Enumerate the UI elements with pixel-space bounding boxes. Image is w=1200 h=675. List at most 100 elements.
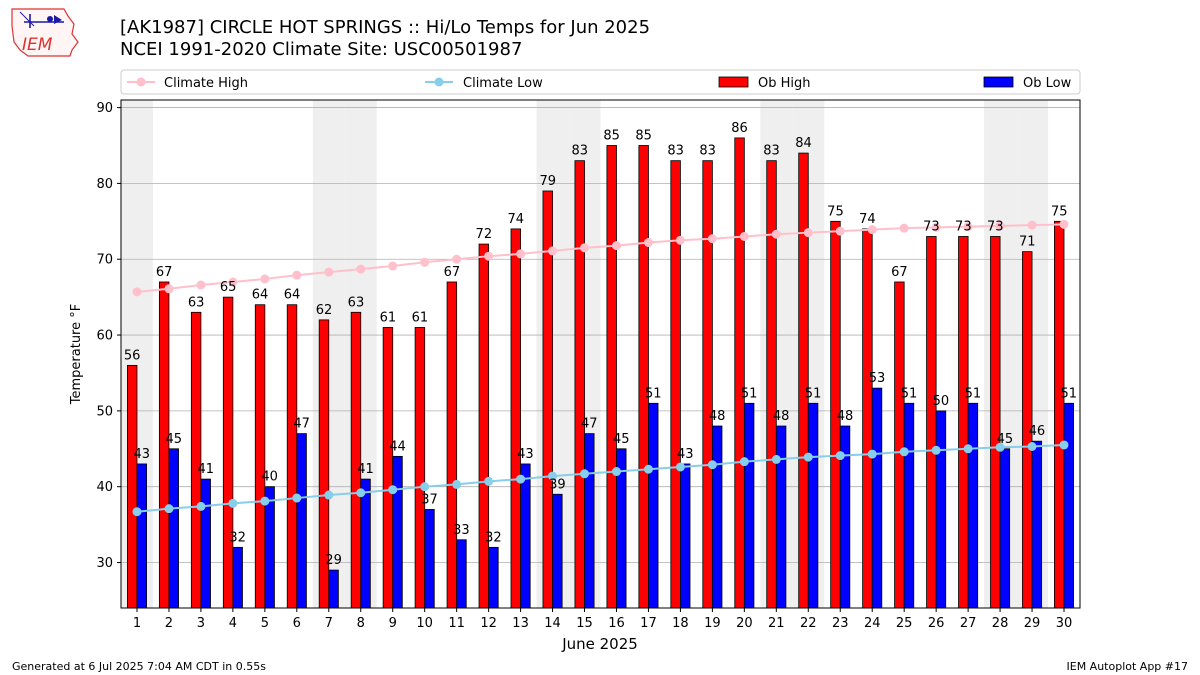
ob-low-value-29: 46: [1029, 424, 1046, 439]
ob-high-value-15: 83: [571, 144, 588, 159]
ob-low-value-14: 39: [549, 477, 566, 492]
climate-low-point-23: [835, 451, 845, 461]
climate-high-point-6: [292, 270, 302, 280]
climate-high-point-15: [580, 243, 590, 253]
ob-high-value-28: 73: [987, 219, 1004, 234]
climate-high-point-18: [675, 235, 685, 245]
legend-ob-high-swatch: [718, 76, 749, 88]
ob-low-value-1: 43: [134, 447, 151, 462]
ob-high-value-9: 61: [380, 310, 397, 325]
y-axis-label: Temperature °F: [69, 304, 84, 405]
ob-low-bar-14: [552, 493, 563, 609]
climate-low-point-13: [516, 474, 526, 484]
ob-high-value-7: 62: [316, 303, 333, 318]
ob-high-bar-19: [702, 160, 713, 609]
ob-low-value-2: 45: [165, 432, 182, 447]
ob-low-value-22: 51: [805, 386, 822, 401]
ob-low-value-23: 48: [837, 409, 854, 424]
climate-low-point-5: [260, 496, 270, 506]
ob-high-bar-13: [510, 228, 521, 609]
climate-low-point-7: [324, 490, 334, 500]
climate-high-point-29: [1027, 220, 1037, 230]
y-tick-label-50: 50: [96, 404, 113, 419]
ob-high-bar-30: [1054, 220, 1065, 609]
y-tick-label-40: 40: [96, 480, 113, 495]
ob-high-bar-22: [798, 152, 809, 609]
climate-low-point-11: [452, 479, 462, 489]
ob-low-value-24: 53: [869, 371, 886, 386]
ob-high-bar-5: [254, 304, 266, 609]
x-tick-label-3: 3: [197, 616, 205, 631]
climate-low-point-27: [963, 444, 973, 454]
x-tick-label-7: 7: [325, 616, 333, 631]
ob-low-bar-13: [520, 463, 531, 609]
climate-low-point-3: [196, 501, 206, 511]
ob-low-value-8: 41: [357, 462, 374, 477]
ob-low-bar-17: [648, 402, 659, 609]
climate-high-point-5: [260, 274, 270, 284]
x-tick-label-22: 22: [800, 616, 817, 631]
climate-low-point-28: [995, 442, 1005, 452]
ob-high-value-13: 74: [508, 212, 525, 227]
ob-low-bar-6: [296, 433, 307, 609]
plot-frame: [120, 99, 1081, 609]
ob-low-bar-4: [232, 546, 243, 609]
ob-low-bar-28: [999, 448, 1011, 609]
x-tick-label-6: 6: [293, 616, 301, 631]
legend-ob-high-label: Ob High: [758, 76, 811, 91]
ob-low-bar-25: [903, 402, 915, 609]
climate-low-point-20: [739, 457, 749, 467]
x-tick-label-20: 20: [736, 616, 753, 631]
climate-low-point-10: [420, 482, 430, 492]
x-tick-label-2: 2: [165, 616, 173, 631]
chart-subtitle: NCEI 1991-2020 Climate Site: USC00501987: [120, 39, 523, 60]
y-tick-label-90: 90: [96, 101, 113, 116]
x-tick-label-12: 12: [480, 616, 497, 631]
ob-high-value-30: 75: [1051, 204, 1068, 219]
climate-high-point-12: [484, 251, 494, 261]
climate-low-point-18: [675, 462, 685, 472]
climate-low-point-19: [707, 460, 717, 470]
footer-app: IEM Autoplot App #17: [1066, 660, 1189, 673]
climate-low-point-21: [771, 454, 781, 464]
climate-high-line: [136, 223, 1065, 293]
ob-low-value-27: 51: [965, 386, 982, 401]
ob-low-value-15: 47: [581, 417, 598, 432]
climate-low-point-30: [1059, 440, 1069, 450]
ob-low-bar-11: [456, 539, 467, 609]
x-tick-label-8: 8: [357, 616, 365, 631]
ob-high-bar-10: [414, 327, 426, 609]
x-tick-label-9: 9: [389, 616, 397, 631]
ob-high-bar-26: [926, 236, 937, 609]
ob-low-value-16: 45: [613, 432, 630, 447]
ob-high-value-26: 73: [923, 219, 940, 234]
x-tick-label-13: 13: [512, 616, 529, 631]
x-tick-label-21: 21: [768, 616, 785, 631]
footer-generated: Generated at 6 Jul 2025 7:04 AM CDT in 0…: [12, 660, 266, 673]
y-tick-label-70: 70: [96, 253, 113, 268]
climate-high-point-23: [835, 226, 845, 236]
climate-high-point-25: [899, 223, 909, 233]
bars: [126, 137, 1075, 609]
ob-high-bar-15: [574, 160, 585, 609]
x-tick-label-27: 27: [960, 616, 977, 631]
climate-high-point-11: [452, 254, 462, 264]
data-labels: 56 67 63 65 64 64 62 63 61 61 67 72 74 79 83 85 85 83 83 86…: [124, 121, 1077, 568]
ob-high-value-6: 64: [284, 288, 301, 303]
ob-low-bar-1: [136, 463, 147, 609]
ob-high-bar-25: [894, 281, 905, 609]
climate-high-point-1: [132, 287, 142, 297]
ob-low-bar-22: [807, 402, 819, 609]
ob-low-bar-19: [711, 425, 723, 609]
legend: Climate High Climate Low Ob High Ob Low: [120, 69, 1081, 95]
ob-high-value-25: 67: [891, 265, 908, 280]
x-tick-label-19: 19: [704, 616, 721, 631]
ob-high-bar-4: [222, 296, 234, 609]
climate-low-point-22: [803, 452, 813, 462]
ob-low-bar-24: [871, 387, 883, 609]
ob-low-bar-2: [168, 448, 179, 609]
legend-box: [120, 69, 1081, 95]
climate-high-point-3: [196, 280, 206, 290]
ob-high-value-18: 83: [667, 144, 684, 159]
